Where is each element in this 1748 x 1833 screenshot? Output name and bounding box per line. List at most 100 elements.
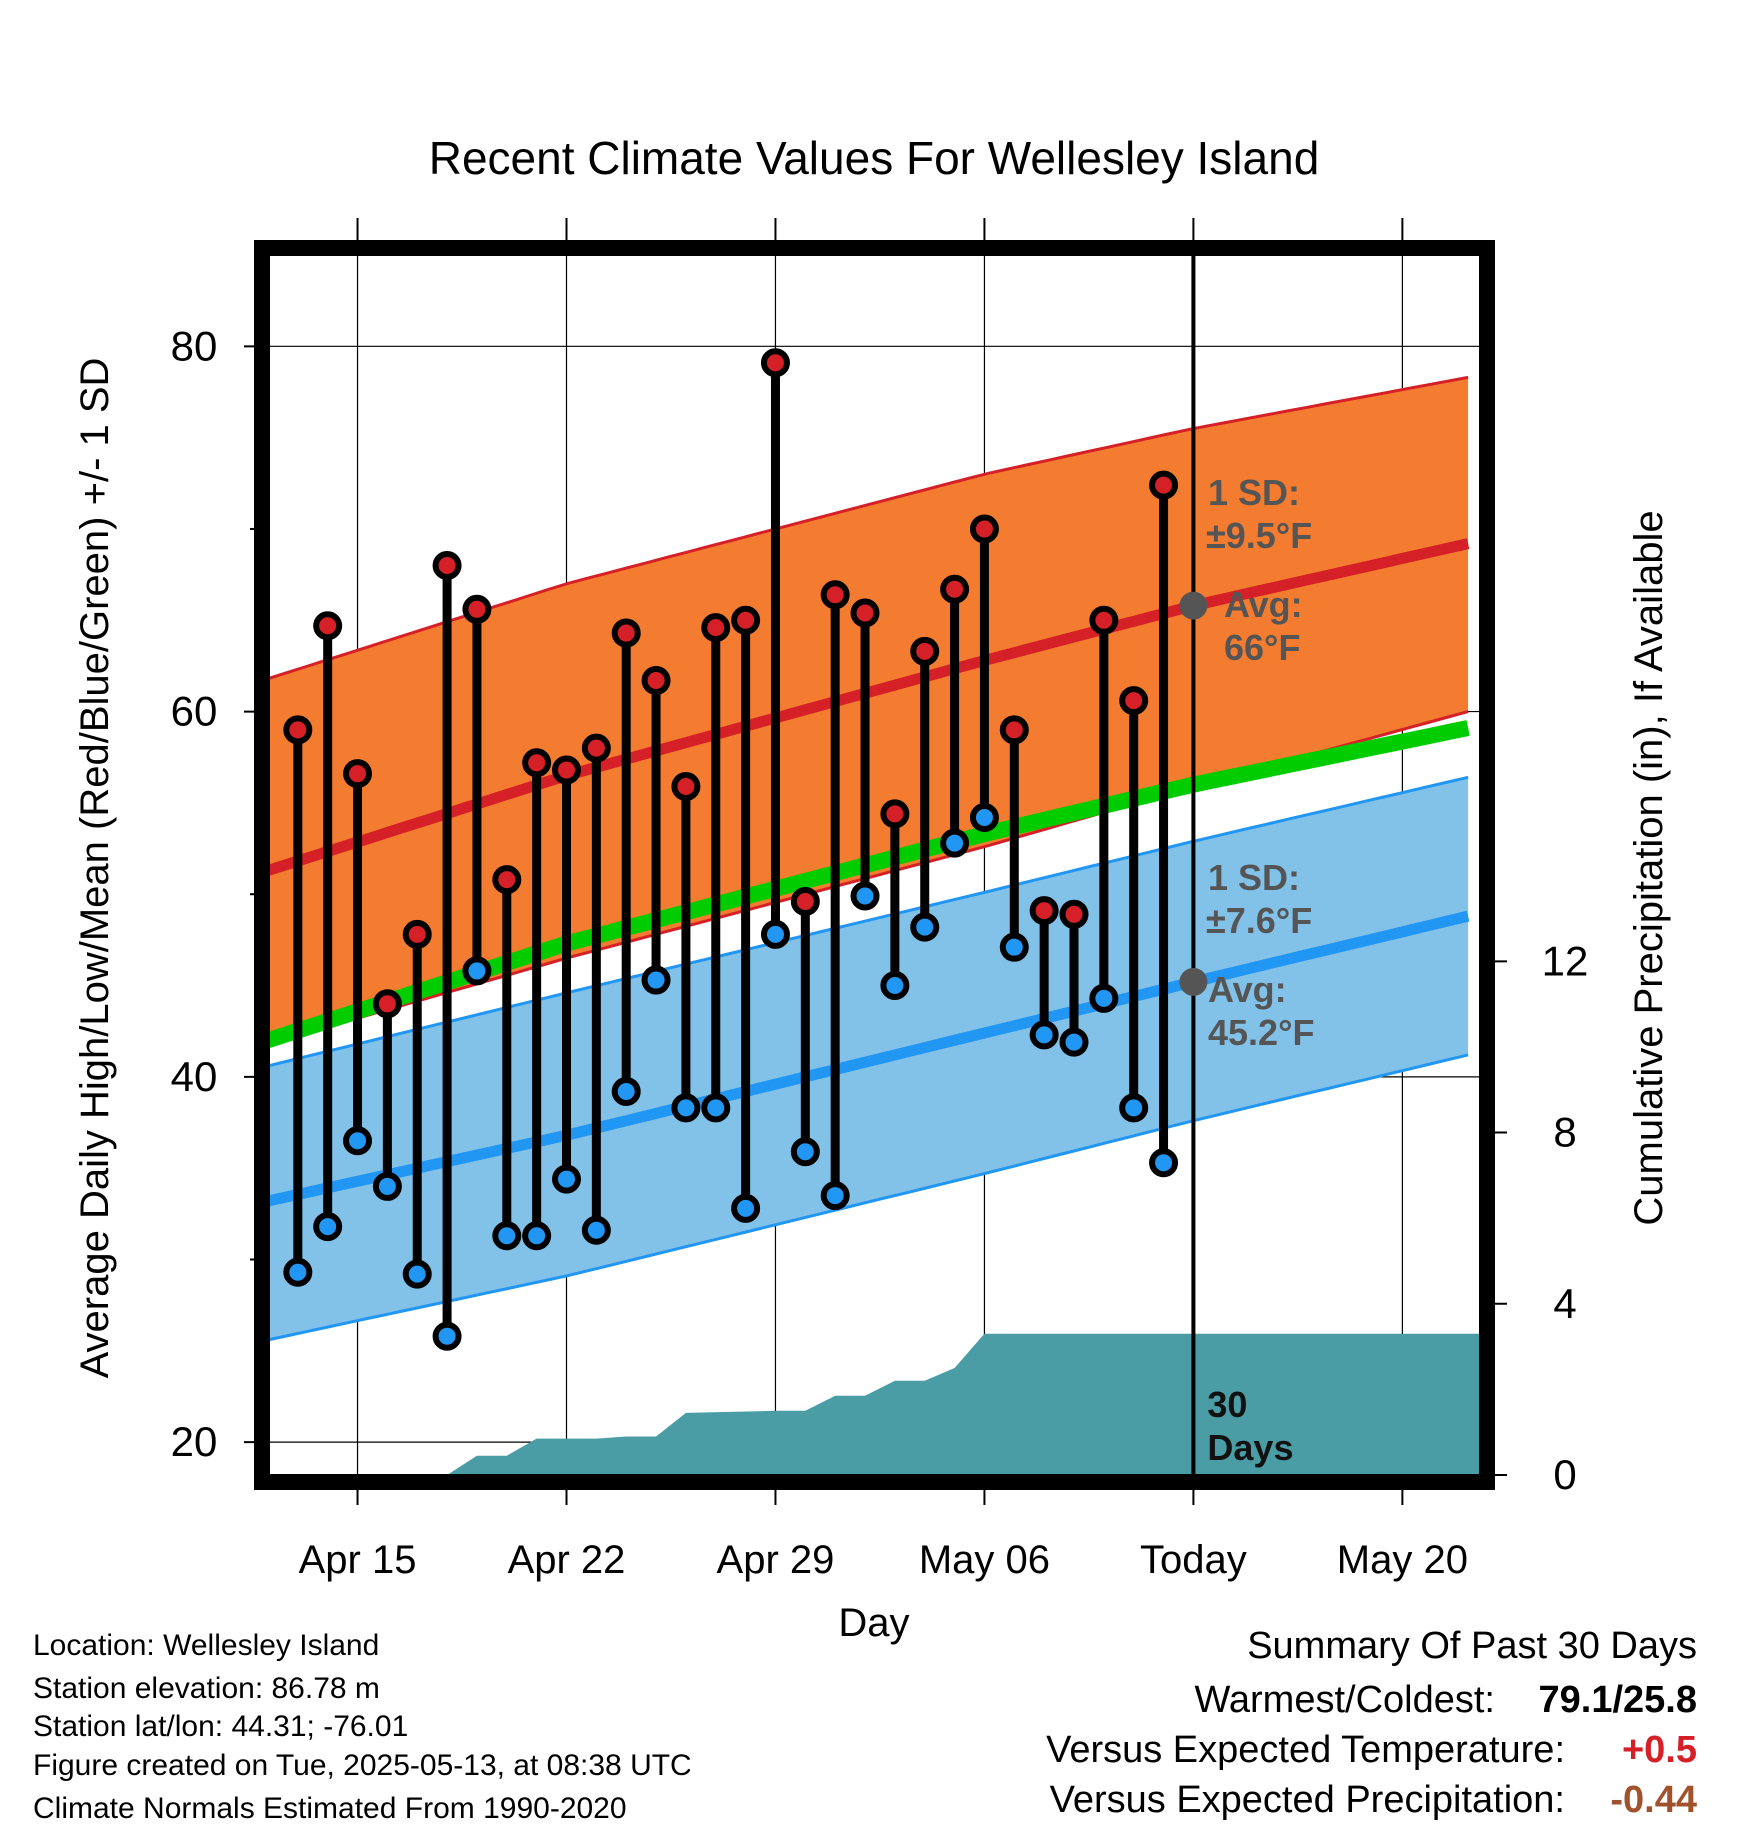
axes: 20 40 60 80 0 4 8 12 Apr 15 Apr 22 Apr 29 May 06 Tod… xyxy=(171,218,1589,1582)
high-avg-title: Avg: xyxy=(1224,584,1303,625)
high-point xyxy=(701,613,731,643)
precipitation-area xyxy=(268,1333,1480,1475)
y2-tick-label: 0 xyxy=(1553,1451,1576,1498)
summary-panel: Summary Of Past 30 Days Warmest/Coldest:… xyxy=(1046,1625,1697,1821)
low-point xyxy=(641,965,671,995)
station-info: Location: Wellesley Island Station eleva… xyxy=(33,1629,692,1825)
low-point xyxy=(850,881,880,911)
window-label-number: 30 xyxy=(1207,1384,1247,1425)
y2-tick-label: 8 xyxy=(1553,1109,1576,1156)
low-point xyxy=(283,1257,313,1287)
low-point xyxy=(820,1181,850,1211)
chart-title: Recent Climate Values For Wellesley Isla… xyxy=(429,132,1320,184)
summary-temp-value: +0.5 xyxy=(1622,1729,1697,1771)
summary-precip-label: Versus Expected Precipitation: xyxy=(1050,1779,1565,1821)
day-bar xyxy=(283,715,313,1287)
high-point xyxy=(671,771,701,801)
day-bar xyxy=(760,348,790,949)
low-point xyxy=(969,803,999,833)
low-point xyxy=(1089,983,1119,1013)
low-point xyxy=(343,1126,373,1156)
high-point xyxy=(790,887,820,917)
y-tick-label: 20 xyxy=(171,1418,218,1465)
high-sd-title: 1 SD: xyxy=(1208,472,1300,513)
low-sd-value: ±7.6°F xyxy=(1206,900,1312,941)
summary-title: Summary Of Past 30 Days xyxy=(1247,1625,1697,1667)
summary-warm-cold-value: 79.1/25.8 xyxy=(1539,1679,1697,1721)
low-point xyxy=(940,828,970,858)
day-bar xyxy=(940,574,970,858)
x-axis-label: Day xyxy=(838,1601,909,1645)
low-point xyxy=(402,1259,432,1289)
low-point xyxy=(1029,1020,1059,1050)
high-point xyxy=(372,989,402,1019)
plot-frame xyxy=(254,240,1495,1490)
low-point xyxy=(1119,1093,1149,1123)
low-point xyxy=(522,1221,552,1251)
low-upper-line xyxy=(267,775,1469,1068)
high-point xyxy=(820,580,850,610)
low-point xyxy=(313,1212,343,1242)
low-point xyxy=(880,971,910,1001)
day-bar xyxy=(910,636,940,942)
day-bar xyxy=(1029,896,1059,1050)
x-tick-label: Apr 15 xyxy=(299,1538,417,1582)
low-point xyxy=(462,956,492,986)
y-tick-label: 60 xyxy=(171,688,218,735)
precip-cumulative-area xyxy=(268,1333,1480,1475)
day-bar xyxy=(671,771,701,1123)
high-point xyxy=(880,799,910,829)
low-point xyxy=(372,1171,402,1201)
y2-tick-label: 4 xyxy=(1553,1280,1576,1327)
high-point xyxy=(910,636,940,666)
low-point xyxy=(1059,1027,1089,1057)
high-point xyxy=(492,865,522,895)
info-latlon: Station lat/lon: 44.31; -76.01 xyxy=(33,1710,408,1743)
high-point xyxy=(611,618,641,648)
high-point xyxy=(1119,686,1149,716)
y2-tick-label: 12 xyxy=(1542,937,1589,984)
high-point xyxy=(1059,899,1089,929)
x-tick-label: Today xyxy=(1140,1538,1247,1582)
high-point xyxy=(760,348,790,378)
day-bar xyxy=(522,748,552,1251)
high-point xyxy=(432,550,462,580)
day-bar xyxy=(1119,686,1149,1123)
high-point xyxy=(283,715,313,745)
low-point xyxy=(760,919,790,949)
day-bar xyxy=(313,611,343,1242)
low-point xyxy=(910,912,940,942)
day-bar xyxy=(790,887,820,1167)
low-lower-line xyxy=(267,1053,1469,1342)
day-bar xyxy=(999,715,1029,962)
info-elevation: Station elevation: 86.78 m xyxy=(33,1672,380,1705)
summary-warm-cold-label: Warmest/Coldest: xyxy=(1194,1679,1495,1721)
x-tick-label: Apr 22 xyxy=(508,1538,626,1582)
high-point xyxy=(1089,605,1119,635)
day-bar xyxy=(343,759,373,1156)
y-tick-label: 40 xyxy=(171,1053,218,1100)
high-avg-value: 66°F xyxy=(1224,627,1300,668)
info-normals: Climate Normals Estimated From 1990-2020 xyxy=(33,1792,627,1825)
x-tick-label: May 20 xyxy=(1337,1538,1468,1582)
window-label-unit: Days xyxy=(1207,1427,1293,1468)
low-sd-title: 1 SD: xyxy=(1208,857,1300,898)
low-point xyxy=(581,1215,611,1245)
daily-range-bars xyxy=(283,348,1179,1351)
low-normal-line xyxy=(266,910,1470,1207)
low-avg-title: Avg: xyxy=(1208,969,1287,1010)
low-point xyxy=(999,932,1029,962)
day-bar xyxy=(372,989,402,1201)
day-bar xyxy=(402,919,432,1289)
high-point xyxy=(969,514,999,544)
day-bar xyxy=(1149,470,1179,1178)
high-point xyxy=(313,611,343,641)
high-point xyxy=(552,755,581,785)
annotations: 1 SD: ±9.5°F Avg: 66°F 1 SD: ±7.6°F Avg:… xyxy=(1206,472,1314,1053)
day-bar xyxy=(552,755,581,1194)
summary-precip-value: -0.44 xyxy=(1610,1779,1697,1821)
day-bar xyxy=(581,733,611,1245)
y-axis-label: Average Daily High/Low/Mean (Red/Blue/Gr… xyxy=(73,358,117,1379)
x-tick-label: May 06 xyxy=(919,1538,1050,1582)
